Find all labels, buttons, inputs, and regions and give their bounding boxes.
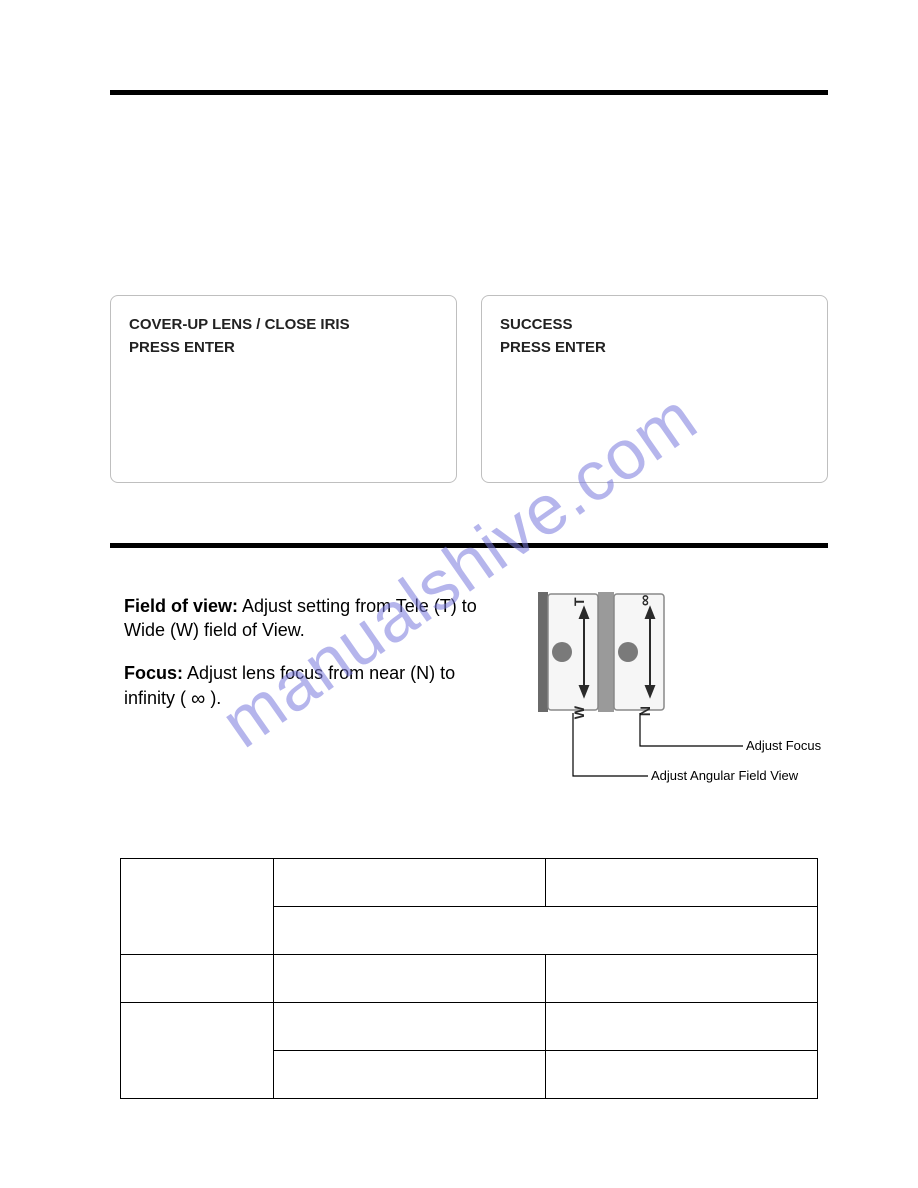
- diagram-left-rail: [538, 592, 548, 712]
- spec-table: [120, 858, 818, 1099]
- table-row: [121, 859, 818, 907]
- diagram-right-knob: [618, 642, 638, 662]
- focus-paragraph: Focus: Adjust lens focus from near (N) t…: [124, 661, 488, 712]
- diagram-label-T: T: [571, 597, 587, 606]
- diagram-callouts: [573, 713, 743, 776]
- panel-right-line1: SUCCESS: [500, 316, 573, 333]
- table-row: [121, 955, 818, 1003]
- fov-label: Field of view:: [124, 596, 238, 616]
- description-text: Field of view: Adjust setting from Tele …: [110, 588, 488, 730]
- focus-text-b: ).: [210, 688, 221, 708]
- panel-right-line2: PRESS ENTER: [500, 339, 606, 356]
- osd-panels-row: COVER-UP LENS / CLOSE IRIS PRESS ENTER S…: [110, 295, 828, 483]
- panel-left-line2: PRESS ENTER: [129, 339, 235, 356]
- panel-left-text: COVER-UP LENS / CLOSE IRIS PRESS ENTER: [129, 314, 438, 359]
- fov-paragraph: Field of view: Adjust setting from Tele …: [124, 594, 488, 643]
- diagram-fov-label: Adjust Angular Field View: [651, 768, 799, 783]
- diagram-focus-label: Adjust Focus: [746, 738, 822, 753]
- lens-adjust-diagram: T W ∞ N Adjust Focus Adjust Angular Fiel…: [518, 588, 828, 818]
- osd-panel-left: COVER-UP LENS / CLOSE IRIS PRESS ENTER: [110, 295, 457, 483]
- diagram-left-knob: [552, 642, 572, 662]
- infinity-symbol-inline: ∞: [191, 688, 205, 710]
- spec-table-wrap: [110, 858, 828, 1099]
- table-row: [121, 1003, 818, 1051]
- description-block: Field of view: Adjust setting from Tele …: [110, 588, 828, 818]
- panel-right-text: SUCCESS PRESS ENTER: [500, 314, 809, 359]
- lens-diagram-svg: T W ∞ N Adjust Focus Adjust Angular Fiel…: [518, 588, 828, 818]
- mid-horizontal-rule: [110, 543, 828, 548]
- diagram-label-infinity: ∞: [637, 595, 654, 606]
- focus-label: Focus:: [124, 663, 183, 683]
- osd-panel-right: SUCCESS PRESS ENTER: [481, 295, 828, 483]
- panel-left-line1: COVER-UP LENS / CLOSE IRIS: [129, 316, 350, 333]
- top-horizontal-rule: [110, 90, 828, 95]
- diagram-mid-rail: [598, 592, 614, 712]
